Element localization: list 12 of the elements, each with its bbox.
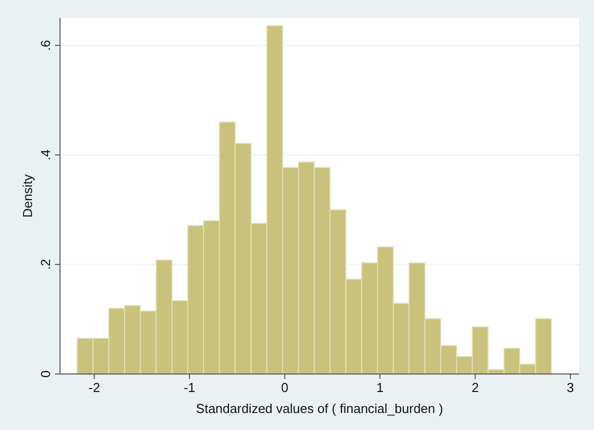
y-tick-label: .2 [38, 259, 53, 270]
x-tick-label: 2 [472, 380, 479, 395]
x-tick-label: 1 [376, 380, 384, 395]
y-tick-label: 0 [38, 370, 53, 378]
x-tick-label: -1 [184, 380, 196, 395]
y-axis-title: Density [20, 174, 35, 218]
y-tick-label: .4 [38, 150, 53, 160]
x-tick-label: -2 [88, 380, 100, 395]
x-tick-label: 0 [281, 380, 288, 395]
y-tick-label: .6 [38, 40, 53, 51]
x-axis-title: Standardized values of ( financial_burden ) [196, 401, 444, 416]
x-tick-label: 3 [566, 380, 574, 395]
